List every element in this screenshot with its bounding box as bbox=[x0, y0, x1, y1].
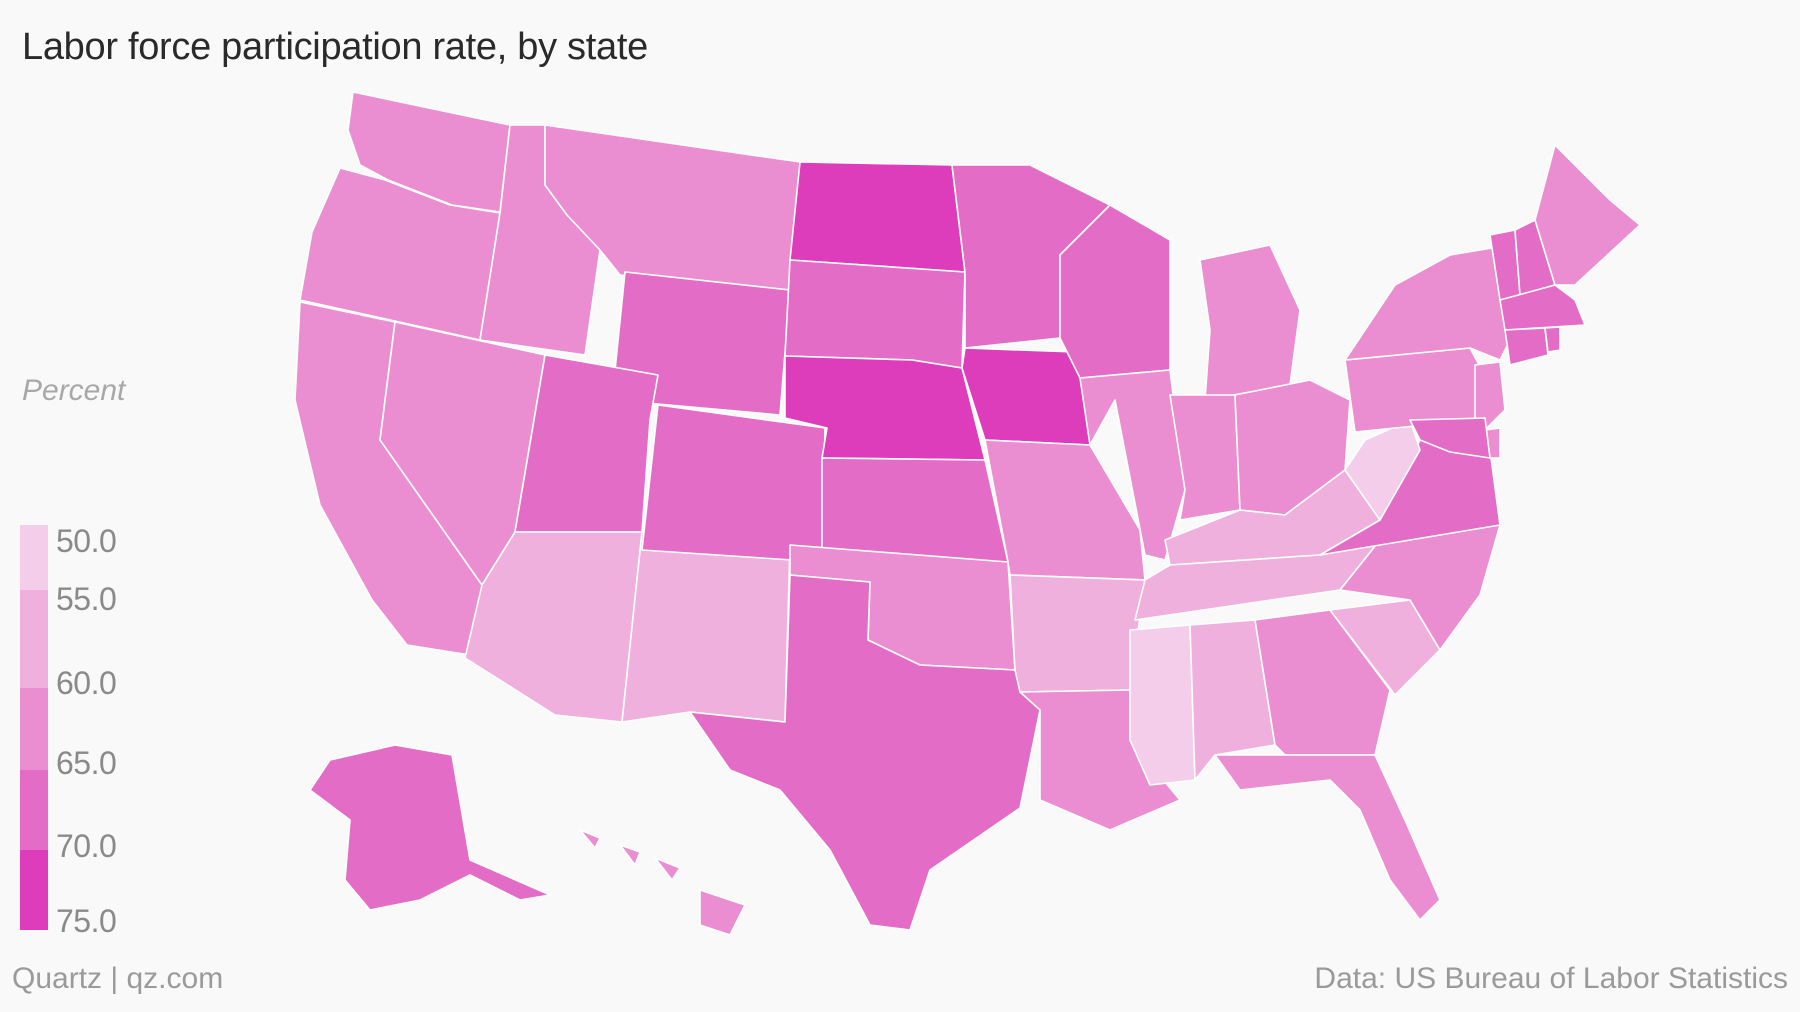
footer-credit: Quartz | qz.com bbox=[12, 962, 223, 996]
state-nd bbox=[790, 162, 965, 272]
legend-swatch-2 bbox=[20, 688, 48, 770]
state-nm bbox=[622, 532, 790, 722]
legend-label-4: 70.0 bbox=[56, 828, 116, 865]
legend-swatch-3 bbox=[20, 770, 48, 850]
state-hi bbox=[580, 830, 745, 935]
legend-swatch-0 bbox=[20, 525, 48, 590]
state-ar bbox=[1010, 575, 1145, 692]
legend-label-0: 50.0 bbox=[56, 523, 116, 560]
state-ks bbox=[822, 458, 1008, 562]
state-ak bbox=[310, 745, 550, 910]
state-co bbox=[642, 405, 825, 562]
state-sd bbox=[785, 260, 965, 368]
legend-swatch-4 bbox=[20, 850, 48, 930]
state-me bbox=[1535, 145, 1640, 285]
state-mi bbox=[1200, 245, 1300, 400]
legend-label-1: 55.0 bbox=[56, 581, 116, 618]
state-ms bbox=[1130, 625, 1195, 785]
state-ct bbox=[1505, 328, 1548, 365]
color-legend: 50.0 55.0 60.0 65.0 70.0 75.0 bbox=[20, 525, 220, 935]
state-fl bbox=[1215, 755, 1440, 920]
legend-label-2: 60.0 bbox=[56, 665, 116, 702]
footer-source: Data: US Bureau of Labor Statistics bbox=[1314, 962, 1788, 996]
state-ri bbox=[1545, 327, 1560, 352]
state-ny bbox=[1345, 245, 1515, 360]
legend-title: Percent bbox=[22, 374, 125, 408]
legend-label-5: 75.0 bbox=[56, 903, 116, 940]
legend-swatch-1 bbox=[20, 590, 48, 688]
legend-label-3: 65.0 bbox=[56, 745, 116, 782]
state-mo bbox=[985, 440, 1145, 580]
